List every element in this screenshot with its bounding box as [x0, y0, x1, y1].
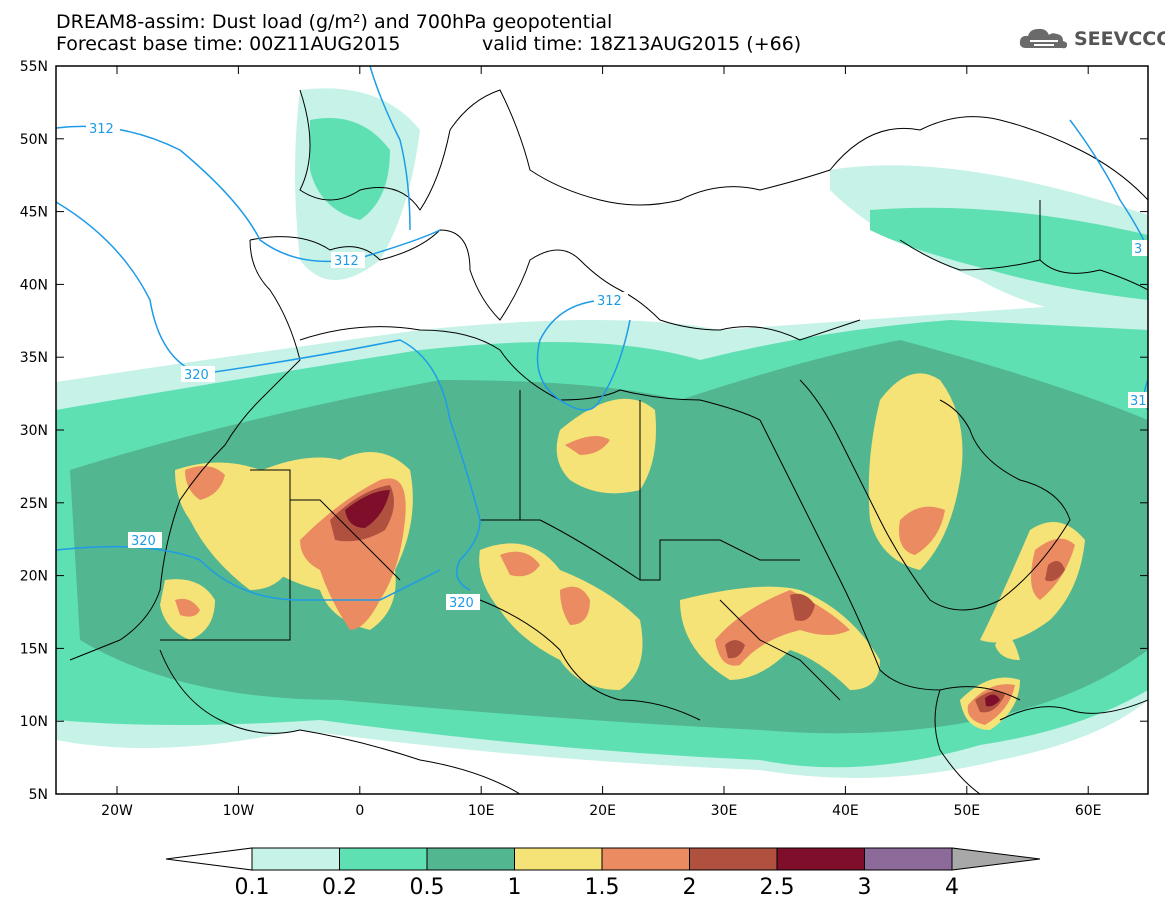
contour-label: 3 [1134, 242, 1142, 257]
lat-label: 50N [20, 132, 48, 148]
latitude-axis: 55N 50N 45N 40N 35N 30N 25N 20N 15N 10N 5N [20, 59, 1148, 803]
lon-label: 30E [711, 803, 738, 819]
coastlines [56, 66, 1148, 794]
contour-label-bg [181, 366, 215, 382]
lon-label: 40E [832, 803, 859, 819]
colorbar-swatch [514, 847, 603, 871]
contour-label: 312 [597, 294, 622, 309]
contour-label-bg [1128, 392, 1150, 408]
lat-label: 40N [20, 277, 48, 293]
lat-label: 35N [20, 350, 48, 366]
colorbar-tick-label: 2.5 [760, 875, 795, 900]
contour-label-bg [86, 120, 120, 136]
colorbar-swatch [689, 847, 778, 871]
contour-label-bg [594, 292, 628, 308]
colorbar-tick-label: 4 [945, 875, 959, 900]
logo-text: SEEVCCC [1074, 28, 1165, 50]
lat-label: 25N [20, 496, 48, 512]
contour-label-bg [128, 532, 162, 548]
contour-label: 312 [89, 122, 114, 137]
colorbar-high-arrow [951, 847, 1041, 871]
dust-field [56, 66, 1148, 794]
colorbar-tick-label: 0.1 [235, 875, 270, 900]
lon-label: 10W [223, 803, 255, 819]
colorbar-low-arrow [165, 847, 253, 871]
valid-time: valid time: 18Z13AUG2015 (+66) [482, 33, 802, 55]
colorbar-tick-label: 3 [858, 875, 872, 900]
colorbar-swatch [776, 847, 865, 871]
colorbar-swatch [601, 847, 690, 871]
contour-labels: 312 312 312 320 320 320 31 3 [86, 120, 1150, 611]
lon-label: 20W [101, 803, 133, 819]
colorbar-swatch [864, 847, 953, 871]
contour-label: 31 [1130, 394, 1147, 409]
seevccc-logo: SEEVCCC [1018, 26, 1165, 52]
lat-label: 30N [20, 423, 48, 439]
contour-label-bg [331, 252, 365, 268]
contour-label: 320 [449, 596, 474, 611]
cloud-icon [1019, 28, 1068, 49]
contour-label-bg [446, 594, 480, 610]
lon-label: 10E [468, 803, 495, 819]
lat-label: 20N [20, 569, 48, 585]
colorbar-tick-label: 0.2 [322, 875, 357, 900]
lon-label: 20E [589, 803, 616, 819]
colorbar-ticks: 0.1 0.2 0.5 1 1.5 2 2.5 3 4 [235, 875, 960, 900]
lat-label: 55N [20, 59, 48, 75]
contour-label-bg [1132, 240, 1148, 256]
contour-label: 320 [184, 368, 209, 383]
lat-label: 5N [29, 787, 48, 803]
lat-label: 15N [20, 641, 48, 657]
forecast-base-time: Forecast base time: 00Z11AUG2015 [56, 33, 401, 55]
colorbar-tick-label: 1 [508, 875, 522, 900]
colorbar-swatch [426, 847, 515, 871]
lat-label: 45N [20, 205, 48, 221]
lon-label: 50E [953, 803, 980, 819]
contour-label: 320 [131, 534, 156, 549]
colorbar [165, 847, 1041, 871]
longitude-axis: 20W 10W 0 10E 20E 30E 40E 50E 60E [101, 66, 1102, 819]
geopotential-contours [56, 66, 1148, 601]
map-title: DREAM8-assim: Dust load (g/m²) and 700hP… [56, 11, 613, 33]
contour-label: 312 [334, 254, 359, 269]
lat-label: 10N [20, 714, 48, 730]
colorbar-tick-label: 0.5 [410, 875, 445, 900]
lon-label: 0 [355, 803, 364, 819]
colorbar-swatch [339, 847, 428, 871]
colorbar-tick-label: 1.5 [585, 875, 620, 900]
colorbar-tick-label: 2 [683, 875, 697, 900]
colorbar-swatch [251, 847, 340, 871]
lon-label: 60E [1075, 803, 1102, 819]
